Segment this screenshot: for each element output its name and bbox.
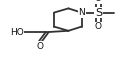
Text: N: N [78,8,85,17]
Text: O: O [95,22,102,31]
Text: O: O [95,0,102,3]
Text: O: O [36,42,43,51]
Text: HO: HO [10,28,24,37]
Text: S: S [95,8,102,18]
